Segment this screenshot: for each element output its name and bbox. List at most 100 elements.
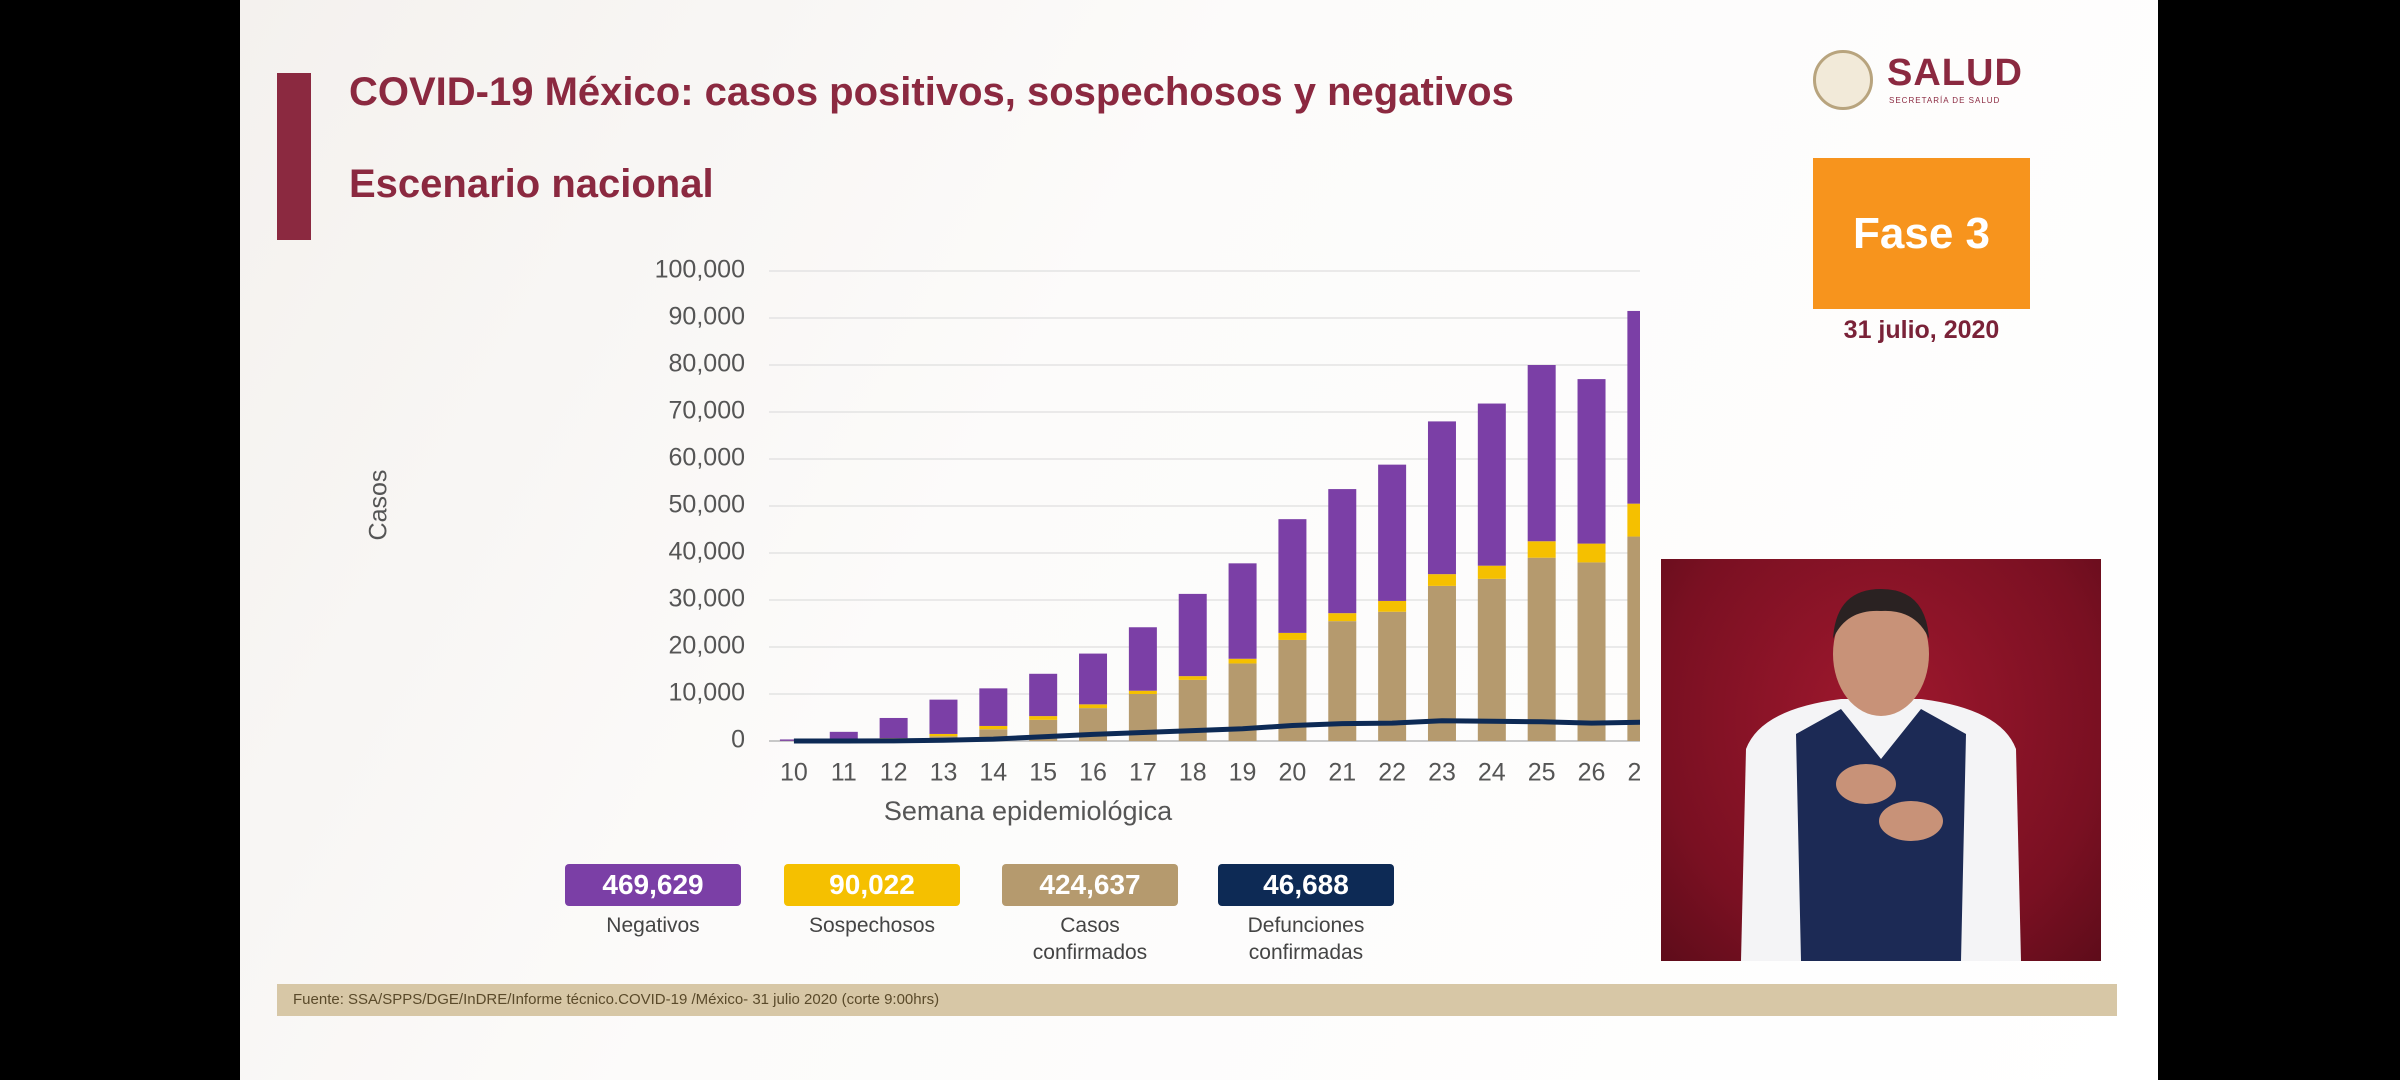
chart: Casos Semana epidemiológica 0 10,000 20,00… [365, 256, 1640, 826]
bar-segment [1278, 632, 1307, 640]
y-tick-label: 30,000 [669, 585, 745, 613]
bar-segment [1627, 536, 1640, 741]
slide-subtitle: Escenario nacional [349, 162, 714, 206]
x-tick-label: 17 [1129, 759, 1157, 787]
bar-segment [1477, 578, 1506, 741]
bar-segment [1029, 716, 1058, 720]
phase-badge: Fase 3 [1813, 158, 2030, 309]
y-tick-label: 60,000 [669, 444, 745, 472]
bar-segment [1378, 464, 1407, 601]
bar-segment [1477, 565, 1506, 579]
y-tick-label: 10,000 [669, 679, 745, 707]
x-tick-label: 13 [930, 759, 958, 787]
y-tick-label: 80,000 [669, 350, 745, 378]
vest [1796, 709, 1966, 961]
summary-item: 424,637 Casos confirmados [990, 864, 1190, 966]
x-tick-label: 24 [1478, 759, 1506, 787]
summary-label: Casos confirmados [1032, 914, 1148, 964]
bar-segment [879, 717, 908, 739]
summary-value: 90,022 [784, 864, 960, 906]
x-tick-label: 15 [1029, 759, 1057, 787]
bar-segment [1527, 541, 1556, 558]
y-tick-label: 50,000 [669, 491, 745, 519]
y-tick-label: 40,000 [669, 538, 745, 566]
x-tick-label: 11 [831, 759, 857, 787]
bar-segment [1178, 593, 1207, 677]
x-tick-label: 25 [1528, 759, 1556, 787]
bar-segment [1228, 563, 1257, 659]
summary-item: 46,688 Defunciones confirmadas [1206, 864, 1406, 966]
bar-segment [1328, 489, 1357, 614]
bar-segment [1378, 611, 1407, 741]
bar-segment [979, 725, 1008, 730]
y-tick-label: 100,000 [655, 256, 745, 284]
x-tick-label: 10 [780, 759, 808, 787]
x-tick-label: 12 [880, 759, 908, 787]
y-tick-label: 20,000 [669, 632, 745, 660]
summary-value: 46,688 [1218, 864, 1394, 906]
bar-segment [1527, 365, 1556, 542]
bar-segment [1128, 627, 1157, 691]
x-tick-label: 14 [979, 759, 1007, 787]
slide-title: COVID-19 México: casos positivos, sospec… [349, 70, 1514, 114]
head [1833, 592, 1929, 716]
bar-segment [829, 731, 858, 741]
hand [1879, 801, 1943, 841]
bar-segment [979, 729, 1008, 741]
x-tick-label: 22 [1378, 759, 1406, 787]
bar-segment [1577, 379, 1606, 544]
bar-segment [1228, 658, 1257, 664]
bar-segment [1477, 403, 1506, 566]
y-tick-label: 90,000 [669, 303, 745, 331]
summary-label: Sospechosos [808, 914, 936, 937]
x-tick-label: 21 [1328, 759, 1356, 787]
summary-label: Defunciones confirmadas [1247, 914, 1365, 964]
y-tick-label: 70,000 [669, 397, 745, 425]
summary-value: 424,637 [1002, 864, 1178, 906]
x-tick-label: 18 [1179, 759, 1207, 787]
bar-segment [1427, 585, 1456, 741]
logo-name: SALUD [1887, 52, 2023, 94]
bar-segment [929, 699, 958, 734]
accent-bar [277, 73, 311, 240]
bar-segment [1427, 421, 1456, 575]
line-series [793, 718, 1640, 744]
bar-segment [1079, 704, 1108, 709]
summary-value: 469,629 [565, 864, 741, 906]
bar-segment [979, 688, 1008, 726]
x-tick-label: 23 [1428, 759, 1456, 787]
y-axis-label: Casos [365, 470, 393, 541]
bar-segment [1378, 600, 1407, 612]
hand [1836, 764, 1896, 804]
x-tick-label: 20 [1279, 759, 1307, 787]
emblem [1813, 50, 1873, 110]
y-tick-label: 0 [731, 726, 745, 754]
video-frame [1741, 589, 2021, 961]
logo: SALUD SECRETARÍA DE SALUD [1813, 50, 2043, 114]
x-tick-label: 16 [1079, 759, 1107, 787]
summary-label: Negativos [606, 914, 700, 937]
x-tick-label: 19 [1229, 759, 1257, 787]
hair [1833, 589, 1929, 639]
slide: COVID-19 México: casos positivos, sospec… [240, 0, 2158, 1080]
bar-segment [1627, 310, 1640, 504]
bar-segment [1029, 673, 1058, 717]
summary-item: 90,022 Sospechosos [772, 864, 972, 939]
x-tick-label: 27 [1627, 759, 1640, 787]
bar-segment [1427, 574, 1456, 586]
interpreter-video [1661, 559, 2101, 961]
bar-segment [1527, 557, 1556, 741]
x-axis-label: Semana epidemiológica [884, 796, 1173, 826]
bar-segment [1577, 562, 1606, 741]
source-footer: Fuente: SSA/SPPS/DGE/InDRE/Informe técni… [277, 984, 2117, 1016]
bar-segment [1178, 676, 1207, 680]
bar-segment [1128, 690, 1157, 694]
bar-segment [1079, 653, 1108, 705]
bar-segment [1627, 503, 1640, 537]
bar-segment [1278, 519, 1307, 633]
date: 31 julio, 2020 [1843, 316, 2000, 344]
bar-segment [1577, 543, 1606, 563]
summary-item: 469,629 Negativos [553, 864, 753, 939]
logo-subtitle: SECRETARÍA DE SALUD [1889, 96, 2001, 105]
